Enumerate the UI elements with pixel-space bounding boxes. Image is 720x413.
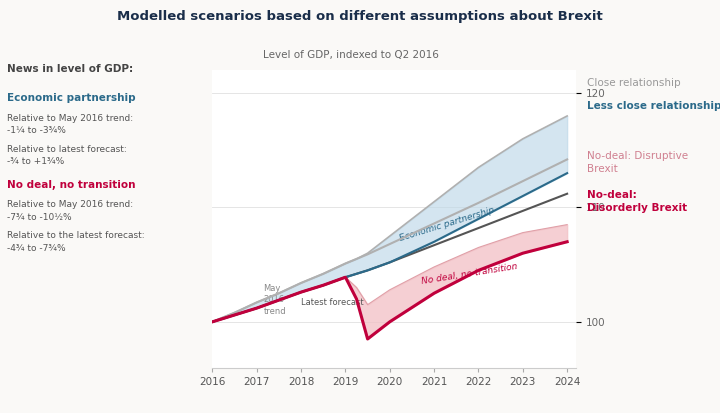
Text: Modelled scenarios based on different assumptions about Brexit: Modelled scenarios based on different as… bbox=[117, 10, 603, 23]
Text: News in level of GDP:: News in level of GDP: bbox=[7, 64, 133, 74]
Text: Latest forecast: Latest forecast bbox=[301, 298, 364, 307]
Text: Close relationship: Close relationship bbox=[587, 78, 680, 88]
Text: -4¾ to -7¾%: -4¾ to -7¾% bbox=[7, 244, 66, 253]
Text: No-deal: Disruptive
Brexit: No-deal: Disruptive Brexit bbox=[587, 151, 688, 174]
Text: -¾ to +1¾%: -¾ to +1¾% bbox=[7, 157, 65, 166]
Text: Economic partnership: Economic partnership bbox=[399, 206, 496, 243]
Text: No deal, no transition: No deal, no transition bbox=[7, 180, 135, 190]
Text: -7¾ to -10½%: -7¾ to -10½% bbox=[7, 213, 72, 222]
Text: May
2016
trend: May 2016 trend bbox=[264, 284, 286, 316]
Text: No deal, no transition: No deal, no transition bbox=[421, 262, 518, 286]
Text: Economic partnership: Economic partnership bbox=[7, 93, 136, 103]
Text: Less close relationship: Less close relationship bbox=[587, 101, 720, 111]
Text: -1¼ to -3¾%: -1¼ to -3¾% bbox=[7, 126, 66, 135]
Text: Relative to latest forecast:: Relative to latest forecast: bbox=[7, 145, 127, 154]
Text: Relative to the latest forecast:: Relative to the latest forecast: bbox=[7, 231, 145, 240]
Text: Relative to May 2016 trend:: Relative to May 2016 trend: bbox=[7, 114, 133, 123]
Text: Relative to May 2016 trend:: Relative to May 2016 trend: bbox=[7, 200, 133, 209]
Text: No-deal:
Disorderly Brexit: No-deal: Disorderly Brexit bbox=[587, 190, 687, 213]
Text: Level of GDP, indexed to Q2 2016: Level of GDP, indexed to Q2 2016 bbox=[263, 50, 438, 60]
